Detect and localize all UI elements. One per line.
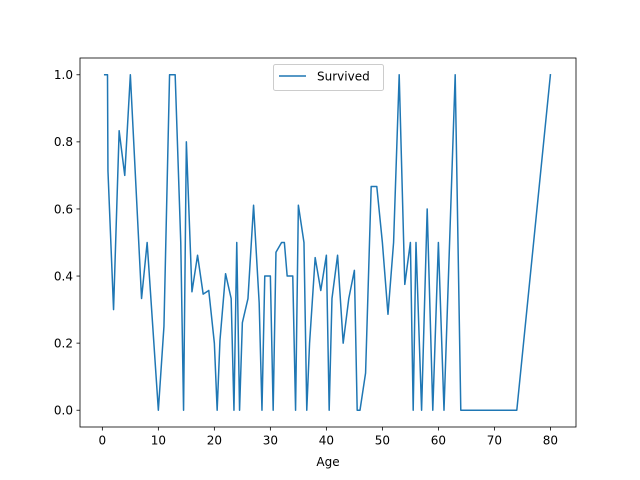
x-tick-label: 40 (319, 434, 334, 448)
y-axis: 0.0 0.2 0.4 0.6 0.8 1.0 (54, 68, 80, 418)
legend: Survived (273, 64, 384, 91)
y-tick-label: 0.2 (54, 336, 73, 350)
x-tick-label: 0 (99, 434, 107, 448)
x-axis-label: Age (316, 455, 339, 469)
x-axis: 0 10 20 30 40 50 60 70 80 (99, 427, 558, 448)
x-tick-label: 20 (207, 434, 222, 448)
x-tick-label: 30 (263, 434, 278, 448)
series-line-survived (103, 73, 552, 411)
legend-box (273, 64, 384, 91)
y-tick-label: 0.4 (54, 269, 73, 283)
y-tick-label: 0.8 (54, 135, 73, 149)
series-layer (103, 73, 552, 411)
x-tick-label: 80 (543, 434, 558, 448)
y-tick-label: 1.0 (54, 68, 73, 82)
y-tick-label: 0.0 (54, 404, 73, 418)
x-tick-label: 50 (375, 434, 390, 448)
legend-label-survived: Survived (317, 70, 370, 84)
x-tick-label: 10 (151, 434, 166, 448)
x-tick-label: 70 (487, 434, 502, 448)
y-tick-label: 0.6 (54, 202, 73, 216)
x-tick-label: 60 (431, 434, 446, 448)
plot-frame (79, 57, 577, 428)
